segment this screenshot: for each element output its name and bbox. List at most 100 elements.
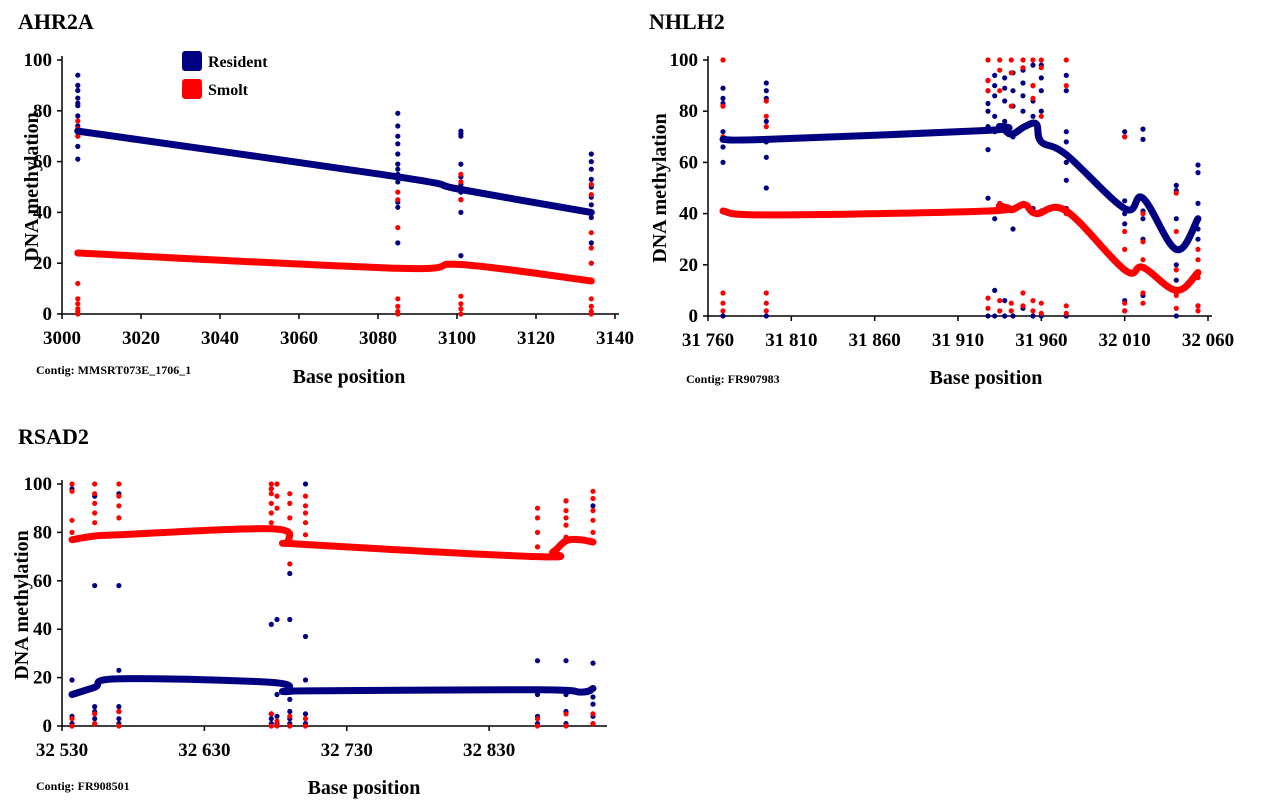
data-point-resident	[75, 103, 81, 109]
y-axis-label: DNA methylation	[649, 113, 671, 262]
data-point-resident	[763, 88, 769, 94]
data-point-resident	[395, 204, 401, 210]
data-point-resident	[1002, 298, 1008, 304]
data-point-smolt	[1008, 308, 1014, 314]
panel-title-ahr2a: AHR2A	[18, 9, 94, 34]
data-point-resident	[1002, 75, 1008, 81]
data-point-resident	[395, 240, 401, 246]
data-point-smolt	[997, 57, 1003, 63]
data-point-resident	[1010, 313, 1016, 319]
data-point-smolt	[268, 500, 274, 506]
data-point-resident	[590, 660, 596, 666]
x-tick-label: 3100	[438, 328, 476, 349]
data-point-smolt	[1030, 83, 1036, 89]
data-point-smolt	[588, 260, 594, 266]
data-point-smolt	[763, 308, 769, 314]
data-point-smolt	[458, 311, 464, 317]
data-point-smolt	[997, 88, 1003, 94]
data-point-smolt	[997, 67, 1003, 73]
data-point-resident	[1122, 198, 1128, 204]
data-point-smolt	[1030, 298, 1036, 304]
data-point-resident	[720, 144, 726, 150]
data-point-smolt	[1063, 83, 1069, 89]
chart-panel-rsad2: 0 20 40 60 80 100 32 530 32 630 32 730 32 830 DNA …	[11, 474, 607, 799]
data-point-resident	[1140, 136, 1146, 142]
x-axis-label: Base position	[308, 777, 421, 799]
data-point-smolt	[395, 303, 401, 309]
data-point-resident	[1030, 313, 1036, 319]
data-point-smolt	[720, 308, 726, 314]
data-point-resident	[985, 100, 991, 107]
y-tick-label: 80	[33, 522, 52, 543]
data-point-smolt	[116, 493, 122, 499]
data-point-smolt	[563, 711, 569, 717]
data-point-smolt	[458, 179, 464, 185]
data-point-smolt	[302, 493, 309, 499]
data-point-smolt	[1030, 57, 1036, 63]
data-point-smolt	[763, 290, 769, 296]
legend-swatch-smolt	[182, 79, 202, 99]
y-tick-label: 80	[33, 101, 52, 122]
data-point-smolt	[69, 481, 75, 487]
data-point-resident	[1122, 221, 1128, 227]
data-point-smolt	[268, 486, 274, 492]
x-tick-label: 3060	[280, 328, 318, 349]
data-point-smolt	[69, 716, 75, 722]
data-point-smolt	[268, 711, 274, 717]
data-point-smolt	[763, 98, 769, 104]
data-point-smolt	[458, 197, 464, 203]
data-point-smolt	[590, 721, 596, 727]
data-point-resident	[1038, 88, 1044, 94]
data-point-smolt	[458, 293, 464, 299]
data-point-smolt	[997, 298, 1003, 304]
data-point-resident	[1002, 85, 1008, 91]
data-point-smolt	[588, 245, 594, 251]
y-tick-label: 40	[33, 202, 52, 223]
data-point-smolt	[588, 296, 594, 302]
x-tick-label: 32 630	[178, 740, 230, 761]
data-point-resident	[720, 85, 726, 91]
data-point-smolt	[116, 708, 122, 715]
data-point-smolt	[75, 311, 81, 317]
data-point-resident	[590, 694, 596, 700]
data-point-smolt	[1140, 300, 1146, 306]
data-point-smolt	[92, 721, 98, 727]
data-point-smolt	[458, 301, 464, 307]
data-point-smolt	[563, 498, 569, 504]
y-axis-label: DNA methylation	[21, 112, 43, 261]
x-tick-label: 3040	[201, 328, 239, 349]
data-point-resident	[1063, 88, 1069, 94]
x-tick-label: 32 010	[1099, 330, 1151, 351]
data-point-resident	[75, 113, 81, 119]
data-point-resident	[274, 616, 280, 623]
y-tick-label: 60	[33, 571, 52, 592]
data-point-smolt	[458, 171, 464, 177]
data-point-smolt	[588, 192, 594, 198]
data-point-resident	[395, 166, 401, 172]
trend-line-smolt	[719, 201, 1202, 294]
data-point-resident	[1002, 118, 1008, 124]
data-point-smolt	[287, 561, 293, 567]
trend-line-smolt	[74, 249, 595, 285]
legend-label-resident: Resident	[208, 54, 268, 71]
data-point-resident	[302, 711, 309, 717]
data-point-resident	[268, 621, 274, 628]
data-point-smolt	[590, 495, 596, 502]
data-point-resident	[992, 93, 998, 99]
data-point-resident	[992, 72, 998, 78]
data-point-smolt	[92, 520, 98, 526]
data-point-smolt	[1122, 228, 1128, 235]
data-point-smolt	[1020, 65, 1026, 71]
data-point-resident	[458, 161, 464, 167]
data-point-smolt	[268, 481, 274, 487]
data-point-resident	[287, 616, 293, 623]
data-point-resident	[1020, 93, 1026, 99]
x-tick-label: 32 060	[1182, 330, 1234, 351]
data-point-smolt	[1122, 308, 1128, 314]
data-point-smolt	[563, 723, 569, 729]
data-point-smolt	[1020, 303, 1026, 309]
data-point-smolt	[534, 505, 541, 511]
data-point-resident	[458, 253, 464, 259]
data-point-smolt	[268, 510, 274, 516]
data-point-smolt	[1122, 300, 1128, 306]
